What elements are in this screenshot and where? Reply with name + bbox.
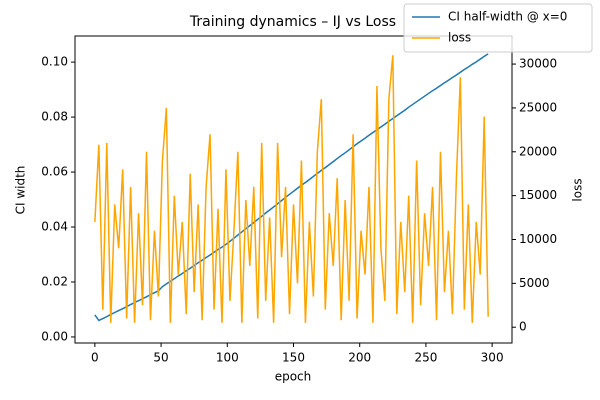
- x-tick-label: 0: [91, 351, 99, 365]
- y2-tick-label: 25000: [519, 100, 557, 114]
- y-tick-label: 0.02: [41, 274, 68, 288]
- y-tick-label: 0.00: [41, 329, 68, 343]
- series-line: [94, 53, 489, 322]
- chart-title: Training dynamics – IJ vs Loss: [189, 14, 396, 30]
- y-tick-label: 0.10: [41, 55, 68, 69]
- x-tick-label: 300: [481, 351, 504, 365]
- y2-tick-label: 10000: [519, 232, 557, 246]
- x-tick-label: 250: [414, 351, 437, 365]
- y2-tick-label: 15000: [519, 188, 557, 202]
- y-tick-label: 0.06: [41, 165, 68, 179]
- legend-box: [403, 3, 593, 53]
- y2-tick-label: 0: [519, 320, 527, 334]
- x-tick-label: 100: [216, 351, 239, 365]
- y2-tick-label: 5000: [519, 276, 550, 290]
- x-tick-label: 50: [153, 351, 168, 365]
- legend-label: CI half-width @ x=0: [448, 10, 567, 24]
- y2-axis-label: loss: [571, 178, 585, 201]
- x-axis-label: epoch: [275, 370, 312, 384]
- y2-tick-label: 30000: [519, 57, 557, 71]
- y2-tick-label: 20000: [519, 144, 557, 158]
- x-tick-label: 150: [282, 351, 305, 365]
- y-axis-label: CI width: [14, 166, 28, 215]
- y-tick-label: 0.08: [41, 110, 68, 124]
- series-line: [94, 55, 489, 323]
- x-tick-label: 200: [348, 351, 371, 365]
- plot-frame: [74, 35, 513, 344]
- legend-label: loss: [448, 31, 471, 45]
- y-tick-label: 0.04: [41, 220, 68, 234]
